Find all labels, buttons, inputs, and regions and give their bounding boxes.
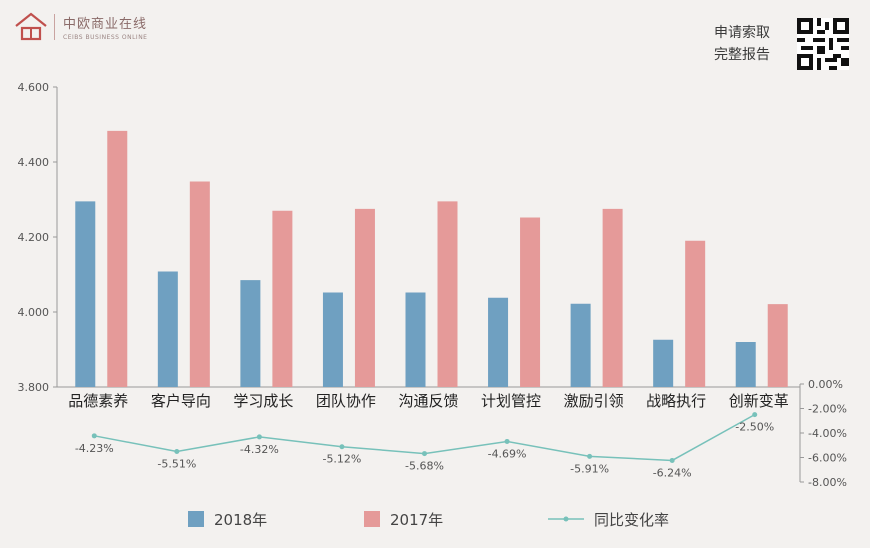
bar-2017 [189,181,210,387]
change-rate-label: -4.69% [488,447,527,460]
y-tick-label: 4.000 [18,306,50,319]
change-rate-point [504,438,510,444]
bar-2017 [602,208,623,387]
bar-2018 [405,292,426,387]
bar-2017 [437,201,458,387]
bar-2017 [107,130,128,387]
category-label: 激励引领 [564,392,624,410]
right-tick-label: -8.00% [808,476,847,489]
change-rate-label: -5.91% [570,462,609,475]
category-label: 计划管控 [481,392,541,410]
request-line-1: 申请索取 [714,25,770,41]
qr-code-icon[interactable] [797,18,849,70]
category-label: 战略执行 [646,392,706,410]
bar-2017 [767,304,788,387]
bar-2018 [240,280,261,387]
y-tick-label: 4.200 [18,231,50,244]
bar-2018 [488,297,509,387]
legend-label-change-rate: 同比变化率 [594,511,669,529]
legend-line-marker [563,516,569,522]
y-tick-label: 4.600 [18,81,50,94]
change-rate-label: -5.12% [322,453,361,466]
change-rate-point [587,453,593,459]
change-rate-point [256,434,262,440]
bar-2018 [653,339,674,387]
bar-2017 [520,217,541,387]
change-rate-label: -4.23% [75,442,114,455]
change-rate-point [669,457,675,463]
change-rate-point [174,448,180,454]
bar-2018 [322,292,343,387]
logo-divider [54,14,55,40]
legend-label-2018: 2018年 [214,511,267,529]
legend-label-2017: 2017年 [390,511,443,529]
change-rate-point [422,451,427,457]
right-tick-label: -6.00% [808,452,847,465]
request-line-2: 完整报告 [714,47,770,63]
category-label: 创新变革 [729,392,789,410]
category-label: 客户导向 [151,392,211,410]
bar-2017 [685,240,706,387]
bar-2018 [570,303,591,387]
legend-swatch-2017 [364,511,380,527]
change-rate-label: -5.68% [405,460,444,473]
category-label: 沟通反馈 [398,392,458,410]
category-label: 学习成长 [233,392,293,410]
bar-2017 [354,208,375,387]
category-label: 品德素养 [68,392,128,410]
change-rate-label: -6.24% [653,466,692,479]
change-rate-point [339,444,345,450]
bar-2018 [75,201,96,387]
change-rate-point [752,412,758,418]
legend-swatch-2018 [188,511,204,527]
bar-2018 [157,271,178,387]
bar-2018 [735,342,756,387]
ceibs-logo-icon [15,12,47,41]
request-report-text: 申请索取 完整报告 [714,22,770,66]
change-rate-point [91,433,97,439]
logo-cn-text: 中欧商业在线 [63,17,148,32]
change-rate-label: -5.51% [157,457,196,470]
change-rate-label: -2.50% [735,421,774,434]
category-label: 团队协作 [316,392,376,410]
right-tick-label: -4.00% [808,427,847,440]
y-tick-label: 4.400 [18,156,50,169]
bar-2017 [272,210,293,387]
brand-logo: 中欧商业在线 CEIBS BUSINESS ONLINE [14,12,147,42]
right-tick-label: -2.00% [808,403,847,416]
logo-en-text: CEIBS BUSINESS ONLINE [63,34,148,41]
y-tick-label: 3.800 [18,381,50,394]
right-tick-label: 0.00% [808,378,843,391]
change-rate-label: -4.32% [240,443,279,456]
